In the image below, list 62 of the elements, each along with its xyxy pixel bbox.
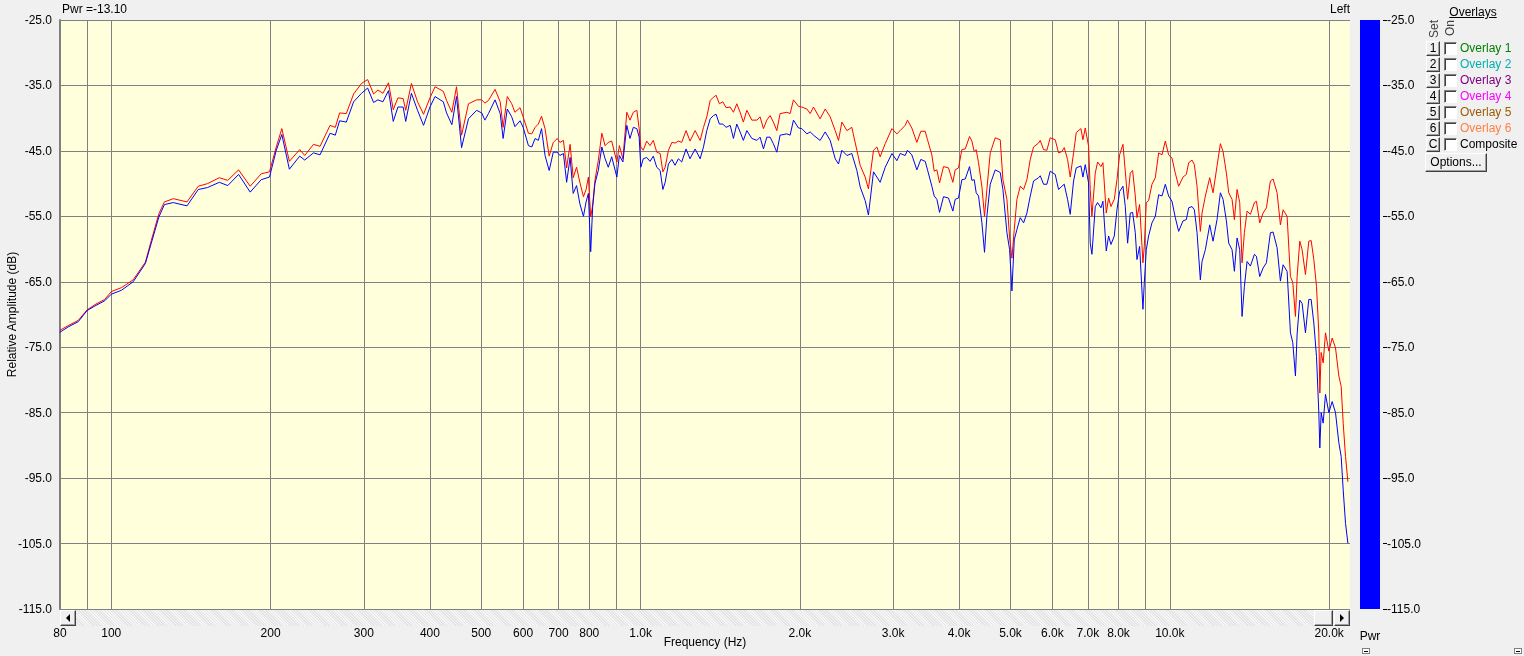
y-tick-label: -85.0 [24,405,53,420]
x-axis-title: Frequency (Hz) [663,635,747,649]
x-tick-label: 7.0k [1076,626,1101,640]
y-tick-label: -105.0 [1387,536,1422,551]
text: Overlay 2 [1460,57,1512,72]
y-tick-label: -75.0 [1387,340,1415,355]
button: 4 [1426,89,1440,104]
text: Overlays [1448,5,1498,19]
x-tick-label: 200 [260,626,281,640]
x-tick-label: 10.0k [1155,626,1186,640]
y-axis-title: Relative Amplitude (dB) [5,251,19,378]
button: 2 [1426,57,1440,72]
text: On [1443,20,1457,37]
y-tick-label: -35.0 [1387,78,1415,93]
x-tick-label: 4.0k [947,626,972,640]
y-tick-label: -85.0 [1387,405,1415,420]
y-tick-label: -45.0 [24,143,53,158]
x-tick-label: 400 [419,626,441,640]
text: Composite [1460,137,1518,152]
y-tick-label: -95.0 [1387,471,1415,486]
x-tick-label: 8.0k [1107,626,1131,640]
x-tick-label: 2.0k [788,626,813,640]
y-tick-label: -55.0 [1387,209,1415,224]
button: 6 [1426,121,1440,136]
y-tick-label: -95.0 [24,471,53,486]
text: Overlay 1 [1460,41,1512,56]
y-tick-label: -65.0 [1387,274,1415,289]
x-tick-label: 300 [353,626,375,640]
text: Set [1427,20,1441,39]
text: Overlay 4 [1460,89,1512,104]
x-tick-label: 5.0k [999,626,1023,640]
y-tick-label: -65.0 [24,274,53,289]
y-tick-label: -55.0 [24,209,53,224]
button: 5 [1426,105,1440,120]
y-tick-label: -115.0 [18,602,53,616]
x-axis-title: Pwr [1359,629,1381,643]
text: Left [1329,2,1351,16]
x-tick-label: 3.0k [881,626,906,640]
y-tick-label: -25.0 [24,13,53,27]
button: 1 [1426,41,1440,56]
y-tick-label: -25.0 [1387,13,1415,27]
button: 3 [1426,73,1440,88]
y-tick-label: -35.0 [24,78,53,93]
x-tick-label: 700 [548,626,569,640]
x-tick-label: 80 [53,626,67,640]
x-tick-label: 500 [471,626,492,640]
text: Overlay 5 [1460,105,1512,120]
x-tick-label: 20.0k [1314,626,1345,640]
x-tick-label: 100 [101,626,122,640]
y-tick-label: -105.0 [17,536,53,551]
x-tick-label: 1.0k [629,626,653,640]
x-tick-label: 600 [513,626,534,640]
text: Pwr =-13.10 [62,2,128,16]
x-tick-label: 6.0k [1041,626,1065,640]
y-tick-label: -75.0 [24,340,53,355]
text: Overlay 6 [1460,121,1512,136]
button: C [1426,137,1440,152]
text: Overlay 3 [1460,73,1512,88]
button: Options... [1425,153,1487,172]
y-tick-label: -115.0 [1387,602,1421,616]
y-tick-label: -45.0 [1387,143,1415,158]
x-tick-label: 800 [579,626,600,640]
